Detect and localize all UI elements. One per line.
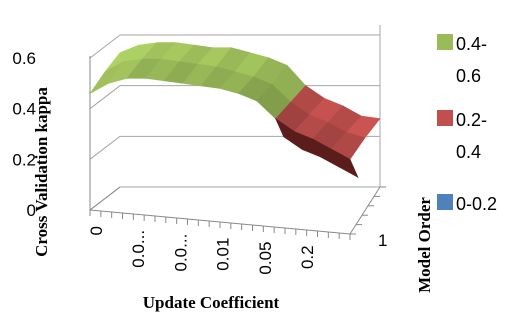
z-tick-label: 1 <box>378 231 387 250</box>
x-tick-label: 0.2 <box>298 245 317 269</box>
y-tick-label: 0 <box>27 201 36 220</box>
legend-label-high-line2: 0.6 <box>456 66 481 86</box>
y-tick-label: 0.6 <box>12 49 36 68</box>
x-tick-label: 0.0... <box>129 230 148 268</box>
legend-label-mid-line1: 0.2- <box>456 110 487 130</box>
legend: 0.4- 0.6 0.2- 0.4 0-0.2 <box>437 34 497 214</box>
legend-swatch-high <box>437 34 453 50</box>
y-tick-label: 0.4 <box>12 100 36 119</box>
legend-label-high-line1: 0.4- <box>456 34 487 54</box>
y-axis-title: Cross Validation kappa <box>32 87 51 257</box>
z-axis-line <box>349 186 381 235</box>
gridline-side <box>89 34 121 59</box>
legend-label-low-line1: 0-0.2 <box>456 194 497 214</box>
x-tick-label: 0.0... <box>172 234 191 272</box>
x-tick-label: 0.05 <box>256 242 275 275</box>
axes <box>89 56 386 240</box>
legend-swatch-low <box>437 194 453 210</box>
gridline-side <box>89 85 121 110</box>
x-tick-label: 0 <box>87 226 106 235</box>
x-tick-label: 0.01 <box>214 238 233 271</box>
y-tick-label: 0.2 <box>12 150 36 169</box>
gridline-side <box>89 135 121 160</box>
legend-label-mid-line2: 0.4 <box>456 142 481 162</box>
surface-underside <box>330 148 359 178</box>
floor-left-edge <box>89 186 121 211</box>
legend-swatch-mid <box>437 110 453 126</box>
surface-plot <box>89 42 381 178</box>
z-axis-title: Model Order <box>415 197 434 293</box>
x-axis-title: Update Coefficient <box>143 293 280 312</box>
tick-labels: 0 0.2 0.4 0.6 0 0.0... 0.0... 0.01 0.05 0.2 1 <box>12 49 387 275</box>
